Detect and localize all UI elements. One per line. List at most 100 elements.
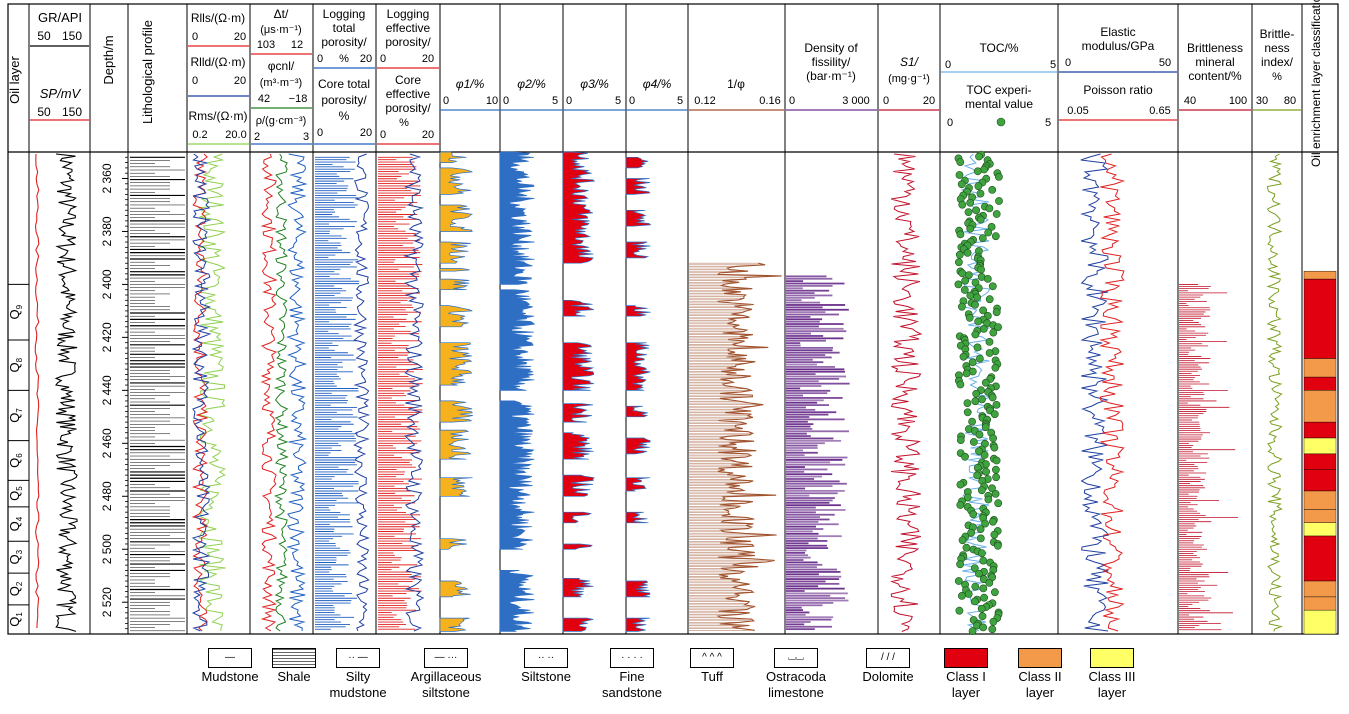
fissility-bar	[786, 497, 835, 499]
toc-exp-point	[974, 317, 983, 326]
toc-exp-point	[976, 189, 985, 198]
classification-band	[1303, 278, 1337, 359]
header-em-1: Elastic	[1100, 25, 1135, 39]
toc-exp-point	[960, 286, 969, 294]
fissility-bar	[786, 308, 849, 311]
toc-exp-point	[978, 549, 986, 558]
legend-label: Mudstone	[182, 669, 278, 685]
gr-max: 150	[62, 29, 82, 43]
fissility-bar	[786, 518, 830, 521]
header-oil-layer: Oil layer	[7, 55, 22, 103]
toc-exp-point	[981, 519, 989, 528]
logging-total-porosity-curve	[353, 153, 371, 632]
fissility-bar	[786, 411, 837, 414]
toc-exp-point	[979, 306, 987, 315]
header-fissility-2: fissility/	[812, 55, 851, 69]
s1-max: 20	[923, 95, 935, 107]
fissility-bar	[786, 587, 845, 590]
fissility-bar	[786, 454, 805, 457]
toc-exp-point	[968, 417, 976, 426]
toc-exp-marker	[996, 117, 1006, 127]
fissility-bar	[786, 602, 834, 604]
phi4-max: 5	[677, 95, 683, 107]
toc-exp-point	[991, 489, 1000, 498]
elastic-modulus-curve	[1080, 153, 1110, 632]
toc-exp-point	[955, 250, 964, 259]
fissility-bar	[786, 320, 820, 323]
toc-exp-point	[966, 198, 975, 207]
legend-swatch-mudstone: —	[208, 648, 252, 668]
phi1-min: 0	[443, 95, 449, 107]
legend-label: Fine sandstone	[584, 669, 680, 701]
header-s1-unit: (mg·g⁻¹)	[888, 73, 930, 85]
legend-label-line2: limestone	[768, 685, 824, 700]
toc-exp-point	[972, 206, 980, 215]
toc-exp-point	[989, 617, 998, 626]
toc-exp-point	[971, 300, 979, 309]
fissility-bar	[786, 618, 832, 621]
header-fissility-1: Density of	[804, 41, 858, 55]
rlld-curve	[191, 153, 212, 632]
toc-exp-point	[991, 588, 999, 597]
toc-exp-point	[958, 592, 966, 600]
toc-exp-point	[994, 541, 1002, 550]
phi1-area	[439, 167, 473, 195]
legend-label-line1: Argillaceous	[410, 669, 482, 684]
header-bi-4: %	[1272, 71, 1282, 83]
classification-band	[1303, 580, 1337, 598]
classification-band	[1303, 509, 1337, 523]
oil-layer-label: Q9	[7, 304, 24, 319]
fissility-bar	[786, 285, 833, 287]
toc-exp-point	[961, 452, 969, 461]
fis-max: 3 000	[842, 95, 870, 107]
rlls-min: 0	[192, 31, 198, 43]
fissility-bar	[786, 437, 834, 440]
fissility-bar	[786, 540, 828, 542]
fissility-bar	[786, 461, 831, 464]
legend-label: Argillaceous siltstone	[398, 669, 494, 701]
toc-exp-point	[964, 208, 973, 216]
poisson-ratio-curve	[1099, 153, 1126, 632]
fissility-bar	[786, 339, 826, 342]
phi4-area	[625, 580, 651, 598]
fissility-bar	[786, 485, 833, 488]
fissility-bar	[786, 516, 820, 519]
phi4-area	[625, 405, 649, 418]
rho-curve	[286, 153, 308, 632]
toc-exp-point	[976, 525, 985, 533]
fissility-bar	[786, 428, 813, 430]
phi4-area	[625, 437, 651, 455]
fissility-bar	[786, 511, 816, 514]
fissility-bar	[786, 456, 848, 459]
classification-band	[1303, 535, 1337, 582]
rlld-min: 0	[192, 75, 198, 87]
logging-effective-porosity-curve	[403, 153, 425, 632]
fissility-bar	[786, 389, 831, 392]
phi1-area	[439, 617, 470, 632]
fissility-bar	[786, 604, 823, 607]
toc-exp-point	[988, 484, 996, 493]
lep-max: 20	[422, 53, 434, 65]
rlld-max: 20	[234, 75, 246, 87]
toc-exp-point	[965, 271, 973, 279]
fissility-bar	[786, 470, 805, 473]
fissility-bar	[786, 382, 850, 385]
inv-phi-curve	[716, 262, 782, 631]
toc-exp-point	[985, 349, 994, 357]
lep-min: 0	[380, 53, 386, 65]
depth-tick-label: 2 520	[100, 587, 114, 617]
rlls-max: 20	[234, 31, 246, 43]
header-bm-1: Brittleness	[1187, 41, 1243, 55]
legend-swatch-silty_mudstone: ·· —	[336, 648, 380, 668]
fissility-bar	[786, 523, 839, 526]
classification-band	[1303, 358, 1337, 378]
toc-exp-point	[976, 215, 985, 224]
header-depth: Depth/m	[101, 35, 116, 84]
fissility-bar	[786, 323, 844, 325]
toc-exp-point	[990, 443, 999, 452]
toc-exp-point	[991, 363, 1000, 372]
header-ctp-3: %	[339, 109, 350, 123]
toc-exp-point	[989, 517, 997, 526]
fissility-bar	[786, 628, 815, 631]
fissility-bar	[786, 356, 832, 359]
